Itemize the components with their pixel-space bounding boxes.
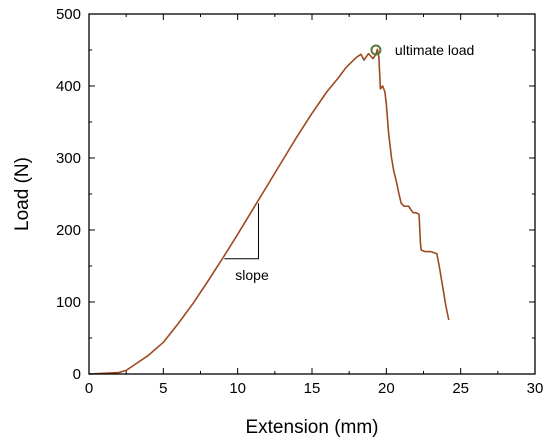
x-tick-label-15: 15 [304, 380, 321, 397]
x-tick-label-20: 20 [378, 380, 395, 397]
tick-marks [88, 13, 536, 375]
y-tick-label-400: 400 [56, 78, 81, 95]
y-tick-label-100: 100 [56, 294, 81, 311]
y-axis-title: Load (N) [12, 157, 33, 231]
x-tick-label-10: 10 [229, 380, 246, 397]
plot-frame [88, 13, 536, 375]
ultimate-load-label: ultimate load [395, 42, 474, 58]
x-tick-label-25: 25 [452, 380, 469, 397]
ultimate-load-marker [370, 44, 382, 56]
x-tick-label-5: 5 [159, 380, 167, 397]
x-tick-label-0: 0 [85, 380, 93, 397]
y-tick-label-300: 300 [56, 150, 81, 167]
y-tick-label-0: 0 [73, 366, 81, 383]
x-tick-label-30: 30 [527, 380, 544, 397]
slope-annotation: slope [224, 203, 269, 283]
y-tick-label-200: 200 [56, 222, 81, 239]
y-tick-label-500: 500 [56, 6, 81, 23]
ultimate-load-annotation: ultimate load [370, 42, 474, 58]
x-axis-title: Extension (mm) [245, 417, 378, 438]
series-line [88, 48, 450, 375]
slope-label: slope [235, 267, 269, 283]
slope-triangle [224, 203, 259, 260]
